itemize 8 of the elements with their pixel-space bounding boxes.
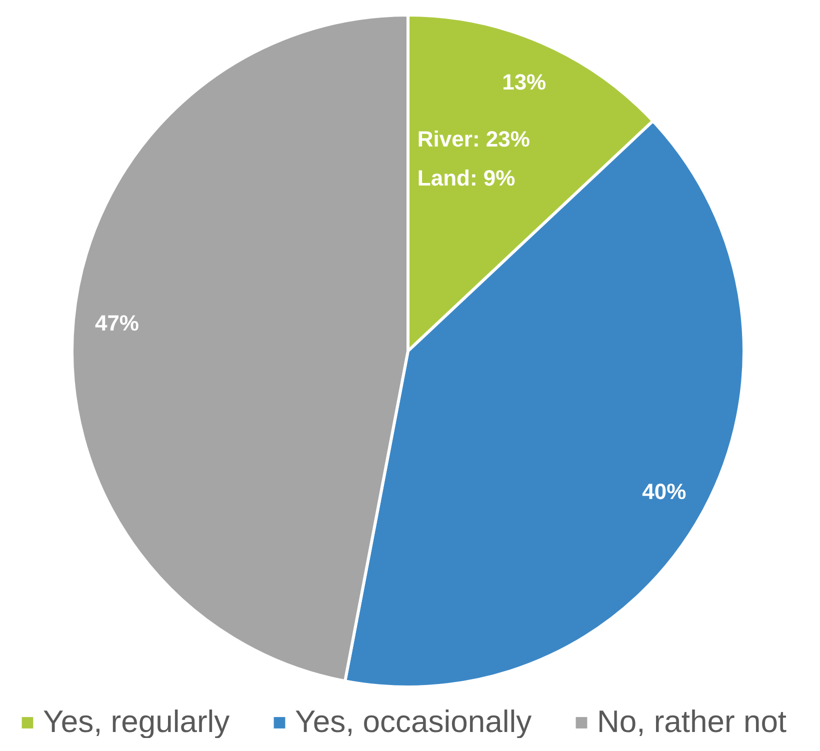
- text: River: 23%: [417, 126, 530, 152]
- text: Land: 9%: [417, 165, 516, 190]
- data-label: 40%: [642, 478, 686, 504]
- legend-label: Yes, occasionally: [295, 704, 532, 739]
- legend-label: No, rather not: [597, 704, 787, 739]
- legend-label: Yes, regularly: [43, 704, 230, 739]
- data-label: 13%: [502, 70, 546, 95]
- data-label: 47%: [94, 310, 139, 336]
